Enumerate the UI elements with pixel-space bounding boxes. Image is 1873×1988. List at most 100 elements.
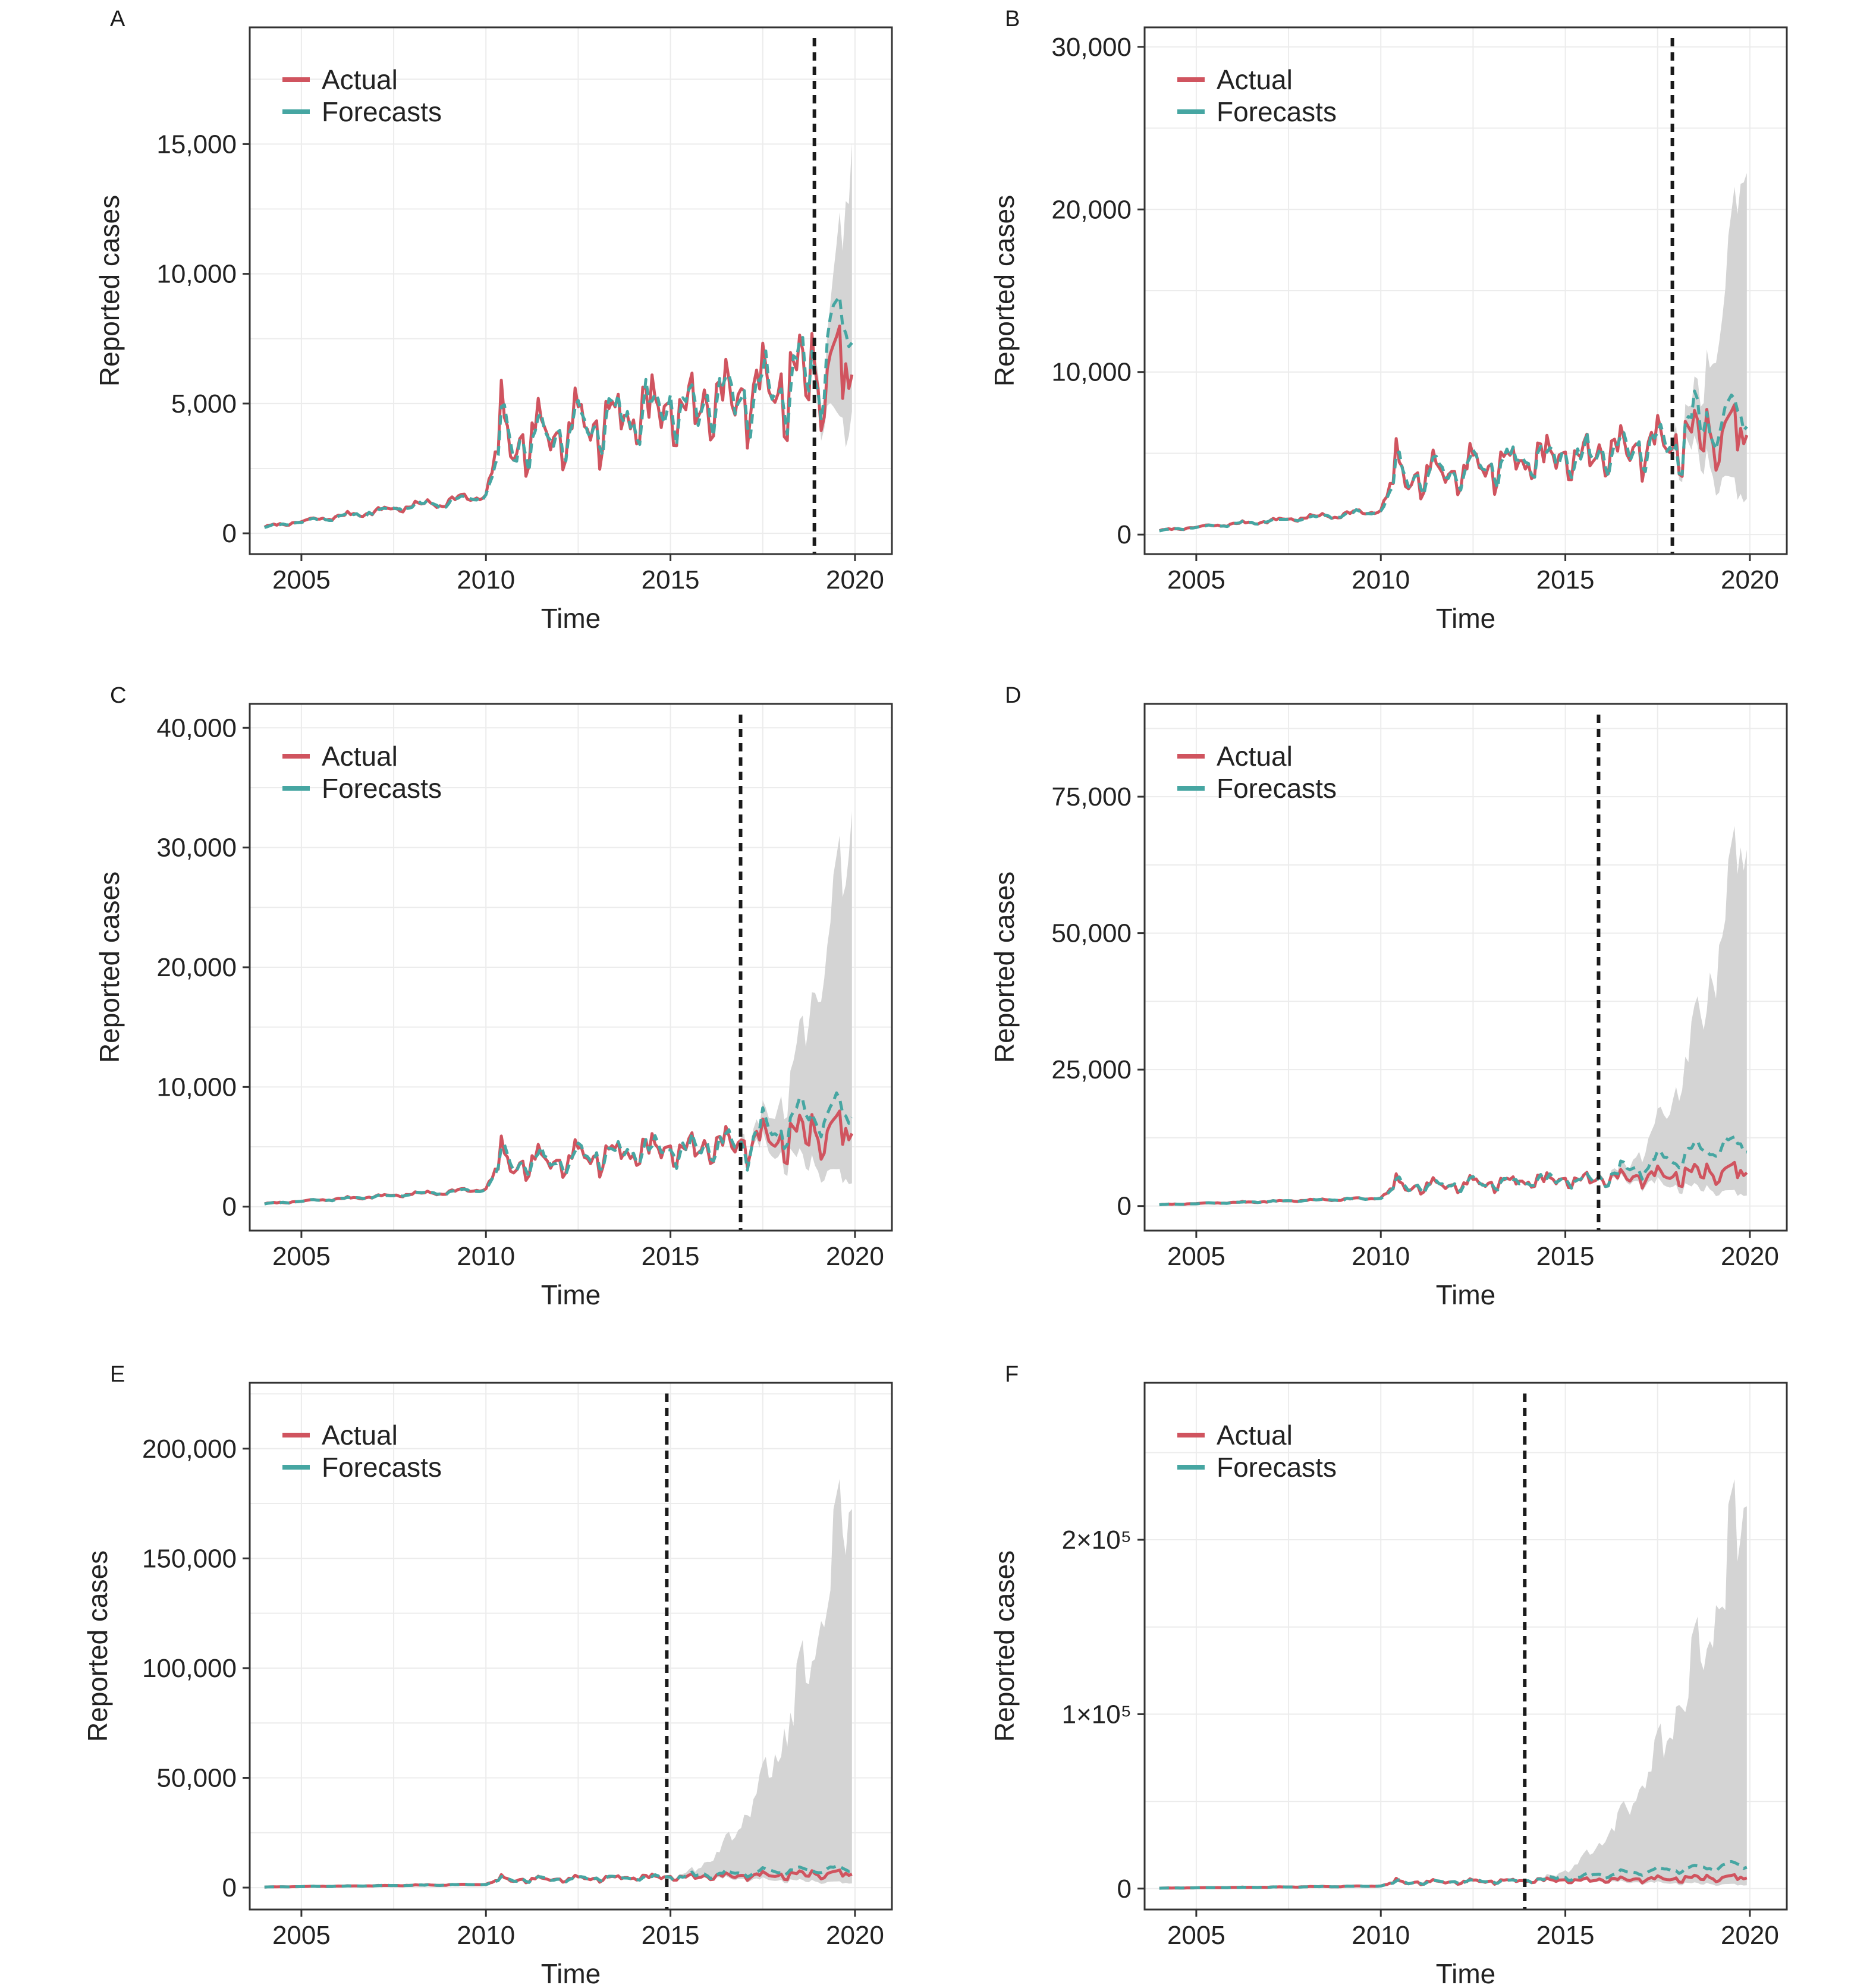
series-forecasts [264,1864,853,1889]
panel-letter: D [1005,683,1021,708]
x-tick-label: 2005 [1167,565,1225,594]
x-tick-label: 2010 [1352,1921,1410,1950]
prediction-interval-band [741,811,852,1184]
series-actual [1158,403,1749,533]
plot-frame [1143,1382,1788,1911]
legend-label-forecasts: Forecasts [322,773,442,804]
legend-label-actual: Actual [322,1420,398,1451]
y-tick-label: 0 [1117,1192,1132,1221]
series-forecasts [1159,1135,1748,1207]
y-tick-label: 0 [222,1873,237,1902]
y-tick-label: 2×10⁵ [1062,1525,1132,1555]
x-axis-title: Time [1436,1279,1496,1310]
legend-label-forecasts: Forecasts [1217,1452,1337,1483]
x-tick-label: 2020 [1721,1242,1779,1271]
x-tick-label: 2015 [1536,1242,1595,1271]
x-axis-title: Time [541,1279,601,1310]
panel-c: 2005 2010 2015 2020 0 10,000 20,000 30,000 40,00… [94,683,893,1310]
y-axis-title: Reported cases [94,872,125,1063]
y-tick-label: 20,000 [156,953,237,982]
panel-f: 2005 2010 2015 2020 0 1×10⁵ 2×10⁵ Time Reported … [989,1362,1788,1988]
y-axis-title: Reported cases [94,195,125,386]
y-tick-label: 75,000 [1051,782,1132,811]
x-tick-label: 2015 [1536,1921,1595,1950]
prediction-interval-band [1599,826,1747,1197]
x-axis-title: Time [1436,603,1496,634]
y-tick-label: 5,000 [171,389,237,419]
series-forecasts [1159,389,1748,533]
series-actual [264,1109,854,1206]
series-forecasts [1159,1860,1748,1890]
x-tick-label: 2010 [457,565,515,594]
y-tick-label: 20,000 [1051,195,1132,224]
x-tick-label: 2005 [272,1921,331,1950]
x-tick-label: 2015 [642,1921,700,1950]
legend-label-actual: Actual [322,741,398,772]
panel-letter: A [110,7,125,32]
y-tick-label: 15,000 [156,130,237,159]
x-tick-label: 2020 [1721,565,1779,594]
legend-label-forecasts: Forecasts [1217,96,1337,127]
panel-d: 2005 2010 2015 2020 0 25,000 50,000 75,000 Time R… [989,683,1788,1310]
gridlines [1145,27,1787,554]
x-axis-title: Time [1436,1958,1496,1988]
legend-label-forecasts: Forecasts [1217,773,1337,804]
gridlines [250,27,892,554]
x-tick-label: 2005 [272,1242,331,1271]
plot-frame [249,26,893,555]
plot-frame [249,1382,893,1911]
x-tick-label: 2020 [1721,1921,1779,1950]
x-tick-label: 2010 [1352,565,1410,594]
x-tick-label: 2015 [642,565,700,594]
y-tick-label: 0 [222,1193,237,1222]
x-axis-title: Time [541,603,601,634]
y-tick-label: 100,000 [142,1654,237,1683]
y-tick-label: 0 [222,519,237,548]
prediction-interval-band [1525,1479,1747,1886]
legend-label-actual: Actual [1217,64,1293,95]
y-tick-label: 25,000 [1051,1055,1132,1084]
panel-letter: C [110,683,126,708]
x-tick-label: 2010 [457,1921,515,1950]
panel-letter: B [1005,7,1020,32]
panel-letter: E [110,1362,125,1387]
x-tick-label: 2015 [1536,565,1595,594]
x-tick-label: 2020 [826,1242,884,1271]
series-forecasts [264,1091,854,1206]
y-axis-title: Reported cases [989,872,1020,1063]
panel-b: 2005 2010 2015 2020 0 10,000 20,000 30,000 Time R… [989,7,1788,634]
x-tick-label: 2010 [1352,1242,1410,1271]
x-tick-label: 2005 [1167,1921,1225,1950]
x-tick-label: 2010 [457,1242,515,1271]
x-tick-label: 2020 [826,1921,884,1950]
y-axis-title: Reported cases [989,195,1020,386]
x-tick-label: 2005 [272,565,331,594]
legend-label-forecasts: Forecasts [322,1452,442,1483]
legend-label-actual: Actual [322,64,398,95]
y-tick-label: 10,000 [156,1072,237,1102]
y-tick-label: 30,000 [1051,33,1132,62]
y-tick-label: 10,000 [1051,358,1132,387]
series-actual [263,324,854,529]
y-axis-title: Reported cases [82,1550,113,1742]
legend-label-actual: Actual [1217,741,1293,772]
y-tick-label: 0 [1117,520,1132,549]
legend-label-actual: Actual [1217,1420,1293,1451]
panel-letter: F [1005,1362,1019,1387]
x-axis-title: Time [541,1958,601,1988]
x-tick-label: 2005 [1167,1242,1225,1271]
legend-label-forecasts: Forecasts [322,96,442,127]
y-tick-label: 150,000 [142,1544,237,1573]
prediction-interval-band [667,1479,852,1884]
prediction-interval-band [1673,173,1747,502]
y-tick-label: 40,000 [156,713,237,743]
y-tick-label: 200,000 [142,1435,237,1464]
y-axis-title: Reported cases [989,1550,1020,1742]
y-tick-label: 50,000 [156,1764,237,1793]
y-tick-label: 30,000 [156,833,237,863]
